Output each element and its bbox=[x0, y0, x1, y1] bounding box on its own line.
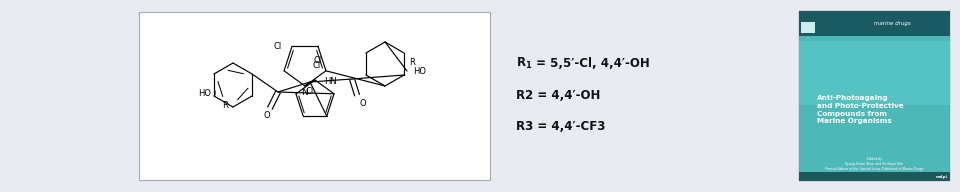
Text: Anti-Photoagaing
and Photo-Protective
Compounds from
Marine Organisms: Anti-Photoagaing and Photo-Protective Co… bbox=[817, 95, 903, 124]
Bar bbox=[139, 12, 490, 180]
Text: = 5,5′-Cl, 4,4′-OH: = 5,5′-Cl, 4,4′-OH bbox=[533, 57, 650, 70]
Bar bbox=[801, 22, 815, 33]
Text: $\mathbf{R_1}$: $\mathbf{R_1}$ bbox=[516, 56, 533, 71]
Text: R: R bbox=[409, 58, 415, 67]
Text: R: R bbox=[222, 100, 228, 109]
Text: Cl: Cl bbox=[314, 56, 322, 65]
Text: O: O bbox=[264, 112, 271, 121]
Text: N: N bbox=[301, 88, 308, 97]
Text: O: O bbox=[360, 98, 367, 108]
Bar bbox=[799, 172, 950, 181]
Text: Cl: Cl bbox=[313, 61, 322, 70]
Text: Edited by
Kyung-Hwan Shim and Se-Kwon Kim
Printed Edition of the Special Issue P: Edited by Kyung-Hwan Shim and Se-Kwon Ki… bbox=[826, 157, 924, 171]
Text: Cl: Cl bbox=[274, 42, 282, 51]
Text: mdpi: mdpi bbox=[935, 175, 948, 179]
Text: HO: HO bbox=[199, 89, 211, 98]
Text: marine drugs: marine drugs bbox=[875, 21, 911, 26]
Text: Cl: Cl bbox=[306, 87, 314, 96]
Bar bbox=[799, 41, 950, 104]
Bar bbox=[799, 11, 950, 36]
Text: HN: HN bbox=[324, 77, 336, 86]
Text: R2 = 4,4′-OH: R2 = 4,4′-OH bbox=[516, 89, 601, 102]
Text: HO: HO bbox=[413, 68, 426, 76]
Bar bbox=[799, 11, 950, 181]
Text: R3 = 4,4′-CF3: R3 = 4,4′-CF3 bbox=[516, 120, 606, 133]
